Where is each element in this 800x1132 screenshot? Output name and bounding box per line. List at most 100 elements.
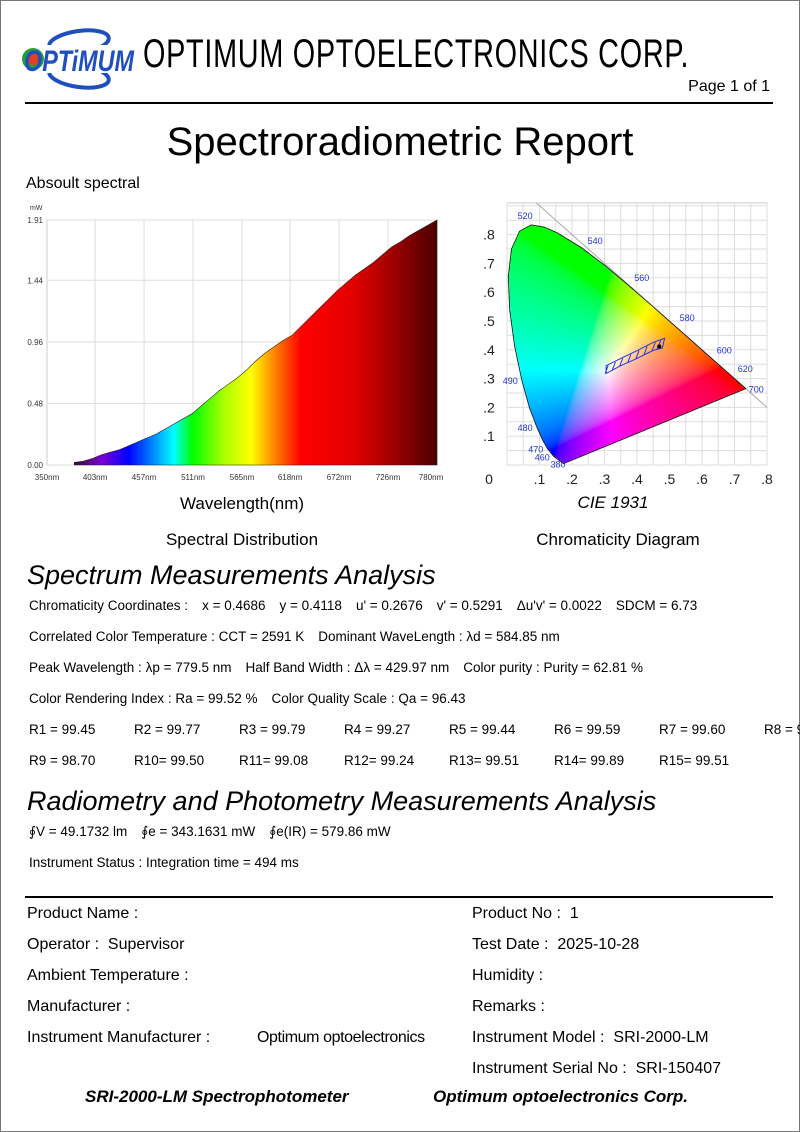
field-label: Instrument Manufacturer : (27, 1029, 211, 1046)
band-hatch (643, 346, 648, 355)
cie-chart: 520 540 560 580 600 620 700 490 480 470 460 380 0 .1.… (470, 195, 790, 525)
field-test-date: Test Date : 2025-10-28 (472, 936, 639, 954)
x-tick-label: .8 (761, 471, 773, 487)
field-value: Supervisor (107, 936, 185, 953)
y-tick-label: 0.48 (27, 399, 43, 408)
x-tick-label: .5 (664, 471, 676, 487)
field-label: Remarks : (472, 998, 545, 1015)
y-tick-label: .3 (483, 371, 495, 387)
x-tick-label: 457nm (132, 473, 157, 482)
chromaticity-line: Chromaticity Coordinates : x = 0.4686 y = … (29, 598, 711, 613)
locus-wavelength-label: 560 (634, 273, 649, 283)
color-quality-scale: Color Quality Scale : Qa = 96.43 (271, 691, 466, 706)
locus-wavelength-label: 600 (717, 346, 732, 356)
r-values-row-1: R1 = 99.45 R2 = 99.77 R3 = 99.79 R4 = 99.27… (29, 722, 800, 737)
r-value: R5 = 99.44 (449, 722, 516, 737)
band-hatch (627, 354, 632, 363)
x-tick-label: 511nm (181, 473, 205, 482)
field-operator: Operator : Supervisor (27, 936, 184, 954)
chromaticity-u: u' = 0.2676 (355, 598, 423, 613)
spectrum-analysis-heading: Spectrum Measurements Analysis (27, 560, 436, 590)
x-tick-label: 726nm (376, 473, 401, 482)
r-value: R6 = 99.59 (554, 722, 621, 737)
chromaticity-y: y = 0.4118 (279, 598, 342, 613)
chromaticity-v: v' = 0.5291 (436, 598, 503, 613)
y-tick-label: .7 (483, 255, 495, 271)
y-tick-label: .5 (483, 313, 495, 329)
field-value: 2025-10-28 (557, 936, 640, 953)
field-ambient-temperature: Ambient Temperature : (27, 967, 189, 985)
field-instrument-model: Instrument Model : SRI-2000-LM (472, 1029, 709, 1047)
x-tick-label: 403nm (83, 473, 108, 482)
field-value: 1 (569, 905, 579, 922)
footer-company: Optimum optoelectronics Corp. (433, 1087, 689, 1106)
spectral-distribution-chart: 350nm 403nm 457nm 511nm 565nm 618nm 672nm 726nm… (27, 205, 443, 513)
band-hatch (635, 350, 640, 359)
optimum-logo: OPTiMUM (22, 28, 136, 90)
field-value: SRI-2000-LM (613, 1029, 709, 1046)
field-product-name: Product Name : (27, 905, 138, 923)
x-tick-label: 0 (485, 471, 493, 487)
report-title: Spectroradiometric Report (166, 120, 634, 164)
cct: Correlated Color Temperature : CCT = 259… (29, 629, 305, 644)
chromaticity-x: x = 0.4686 (202, 598, 266, 613)
header-divider (25, 102, 773, 104)
x-tick-label: .4 (631, 471, 643, 487)
chromaticity-duv: Δu'v' = 0.0022 (516, 598, 602, 613)
luminous-flux: ∮V = 49.1732 lm (29, 824, 128, 839)
peak-wavelength: Peak Wavelength : λp = 779.5 nm (29, 660, 232, 675)
r-value: R3 = 99.79 (239, 722, 306, 737)
page-number: Page 1 of 1 (688, 78, 770, 95)
color-rendering-index: Color Rendering Index : Ra = 99.52 % (29, 691, 258, 706)
x-tick-label: .7 (729, 471, 741, 487)
spectrum-area (73, 219, 438, 466)
x-tick-label: 350nm (35, 473, 60, 482)
r-value: R11= 99.08 (239, 753, 309, 768)
field-label: Instrument Serial No : (472, 1060, 627, 1077)
r-value: R12= 99.24 (344, 753, 415, 768)
x-axis-label: Wavelength(nm) (180, 494, 304, 513)
spectral-section-label: Absoult spectral (26, 175, 140, 192)
locus-wavelength-label: 380 (551, 460, 566, 470)
locus-wavelength-label: 460 (535, 452, 550, 462)
half-band-width: Half Band Width : Δλ = 429.97 nm (245, 660, 450, 675)
x-tick-label: 672nm (327, 473, 352, 482)
r-value: R7 = 99.60 (659, 722, 726, 737)
field-label: Humidity : (472, 967, 544, 984)
r-value: R1 = 99.45 (29, 722, 96, 737)
radiant-flux: ∮e = 343.1631 mW (141, 824, 256, 839)
band-hatch (604, 365, 609, 374)
cie-title: CIE 1931 (577, 493, 649, 512)
x-tick-label: 618nm (278, 473, 303, 482)
radiant-flux-ir: ∮e(IR) = 579.86 mW (269, 824, 391, 839)
r-values-row-2: R9 = 98.70 R10= 99.50 R11= 99.08 R12= 99.24… (29, 753, 764, 768)
field-manufacturer: Manufacturer : (27, 998, 130, 1016)
field-instrument-manufacturer: Instrument Manufacturer : (27, 1029, 210, 1047)
flux-line: ∮V = 49.1732 lm ∮e = 343.1631 mW ∮e(IR) = … (29, 824, 405, 840)
field-product-no: Product No : 1 (472, 905, 579, 923)
r-value: R14= 99.89 (554, 753, 625, 768)
locus-wavelength-label: 520 (518, 211, 533, 221)
instrument-status: Instrument Status : Integration time = 4… (29, 855, 299, 870)
locus-wavelength-label: 700 (749, 385, 764, 395)
y-tick-label: .4 (483, 342, 495, 358)
x-tick-label: .2 (566, 471, 578, 487)
field-label: Product No : (472, 905, 561, 922)
r-value: R9 = 98.70 (29, 753, 96, 768)
r-value: R4 = 99.27 (344, 722, 411, 737)
y-tick-label: 0.00 (27, 461, 43, 470)
y-tick-label: 0.96 (27, 338, 43, 347)
y-tick-label: .1 (483, 428, 495, 444)
chromaticity-label: Chromaticity Coordinates : (29, 598, 189, 613)
dominant-wavelength: Dominant WaveLength : λd = 584.85 nm (318, 629, 560, 644)
field-instrument-serial: Instrument Serial No : SRI-150407 (472, 1060, 721, 1078)
x-tick-label: .6 (696, 471, 708, 487)
locus-wavelength-label: 480 (518, 423, 533, 433)
y-tick-label: .6 (483, 284, 495, 300)
r-value: R8 = 99.27 (764, 722, 800, 737)
peak-line: Peak Wavelength : λp = 779.5 nm Half Band… (29, 660, 657, 675)
radiometry-heading: Radiometry and Photometry Measurements A… (27, 786, 657, 816)
y-tick-label: 1.91 (27, 216, 43, 225)
planckian-band (605, 337, 666, 375)
